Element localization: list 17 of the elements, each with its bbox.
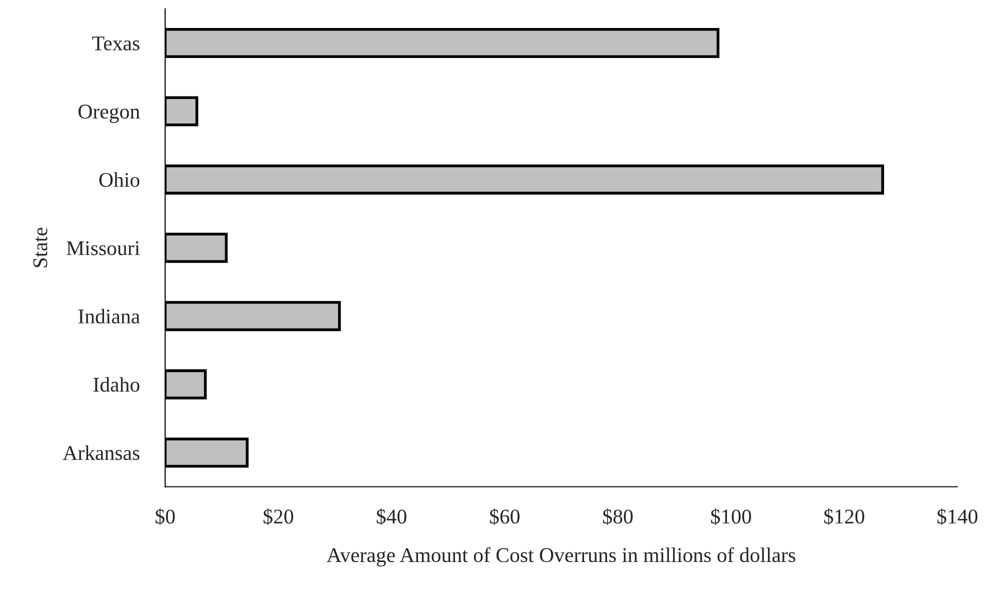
y-axis-title: State: [33, 228, 48, 268]
x-tick-label: $100: [711, 508, 752, 526]
y-tick-label: Oregon: [78, 104, 140, 123]
x-tick-label: $80: [603, 508, 633, 526]
y-tick-label: Idaho: [93, 377, 140, 392]
x-tick-label: $20: [264, 508, 294, 526]
y-tick-label: Texas: [92, 36, 140, 50]
y-tick-label: Missouri: [66, 241, 140, 256]
x-tick-label: $60: [490, 508, 520, 526]
y-tick-label: Ohio: [99, 172, 140, 187]
y-tick-label: Indiana: [78, 308, 140, 324]
x-axis-title: Average Amount of Cost Overruns in millions of dollars: [326, 547, 796, 566]
x-tick-label: $140: [937, 508, 978, 526]
y-tick-label: Arkansas: [62, 445, 140, 460]
x-tick-label: $120: [824, 508, 864, 526]
x-tick-label: $40: [376, 508, 406, 526]
x-tick-label: $0: [156, 508, 175, 526]
